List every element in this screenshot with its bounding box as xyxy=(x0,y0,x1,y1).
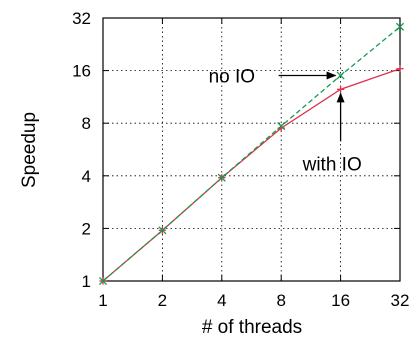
x-tick-label: 32 xyxy=(391,291,410,310)
annotation-with-io: with IO xyxy=(302,154,362,175)
annotations-layer: no IO with IO xyxy=(209,66,362,175)
data-point-with-io xyxy=(396,65,404,73)
series-no-io xyxy=(98,22,405,286)
x-tick-label: 8 xyxy=(276,291,285,310)
grid-lines xyxy=(103,18,400,281)
data-point-no-io xyxy=(395,22,405,31)
x-axis-title: # of threads xyxy=(202,317,302,338)
annotation-no-io: no IO xyxy=(209,66,255,87)
x-tick-label: 4 xyxy=(217,291,226,310)
series-layer xyxy=(98,22,405,286)
series-line-no-io xyxy=(102,26,401,282)
x-tick-label: 1 xyxy=(98,291,107,310)
axis-ticks: 1 2 4 8 16 32 1 2 4 8 16 32 xyxy=(72,9,409,310)
y-tick-label: 2 xyxy=(82,219,91,238)
y-tick-label: 4 xyxy=(82,167,91,186)
data-point-no-io xyxy=(158,226,167,235)
y-tick-label: 32 xyxy=(72,9,91,28)
y-tick-label: 8 xyxy=(82,114,91,133)
data-point-with-io xyxy=(337,85,345,93)
y-axis-title: Speedup xyxy=(19,112,40,188)
y-tick-label: 1 xyxy=(82,272,91,291)
data-point-no-io xyxy=(217,173,226,182)
data-point-no-io xyxy=(98,276,108,286)
x-tick-label: 16 xyxy=(331,291,350,310)
plot-frame xyxy=(102,17,401,282)
data-point-no-io xyxy=(277,122,286,131)
y-tick-label: 16 xyxy=(72,62,91,81)
data-point-no-io xyxy=(336,71,345,80)
x-tick-label: 2 xyxy=(158,291,167,310)
